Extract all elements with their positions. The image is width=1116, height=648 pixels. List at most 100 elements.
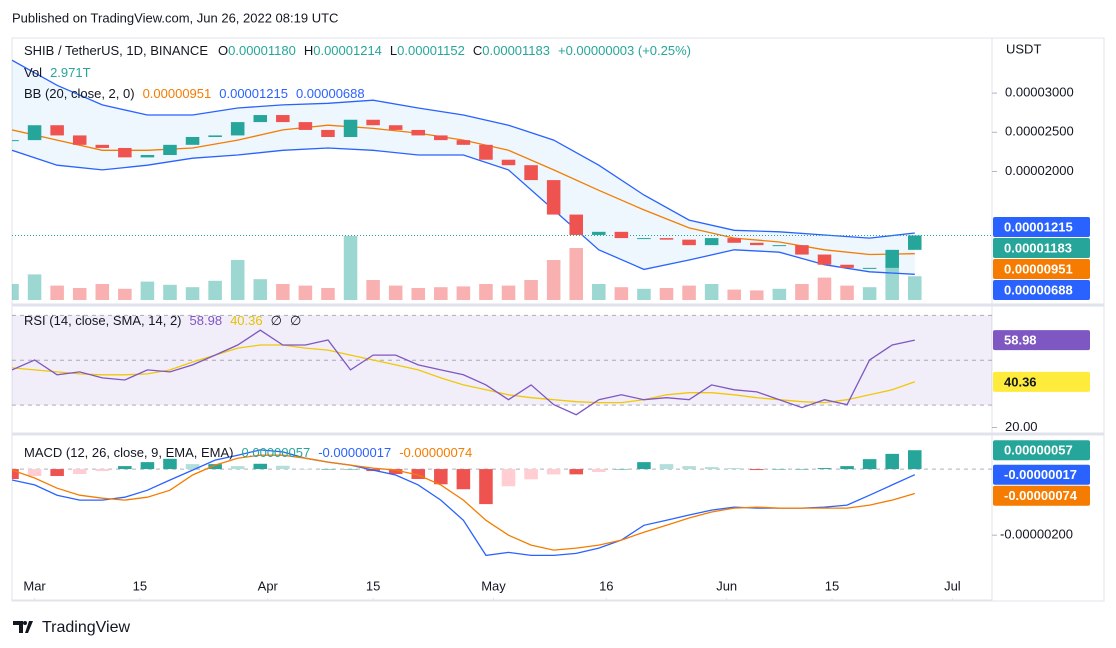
macd-histogram-bar (95, 469, 110, 472)
x-tick-label: 15 (825, 578, 839, 593)
candle (366, 119, 380, 126)
candle (546, 180, 561, 215)
volume-bar (862, 287, 877, 300)
macd-histogram-bar (817, 468, 832, 470)
candle (434, 135, 448, 141)
legend-item: 0.00001183 (482, 43, 550, 58)
legend-item: 0.00000688 (296, 86, 365, 101)
macd-histogram-bar (479, 469, 493, 505)
volume-bar (501, 285, 516, 300)
price-tag-label: 0.00001183 (1004, 240, 1072, 255)
volume-bar (546, 260, 561, 300)
volume-bar (750, 290, 764, 300)
macd-histogram-bar (456, 469, 471, 490)
volume-bar (772, 288, 787, 300)
macd-line (12, 449, 916, 557)
volume-bar (163, 284, 177, 300)
legend-item: ∅ (271, 313, 282, 328)
candle (163, 144, 177, 156)
price-tag (993, 217, 1090, 237)
legend-item: 40.36 (230, 313, 263, 328)
price-tag-label: -0.00000074 (1004, 488, 1078, 503)
rsi-line (12, 329, 915, 416)
price-tag (993, 238, 1090, 258)
candle (230, 122, 245, 136)
macd-histogram-bar (795, 469, 809, 470)
candle (795, 245, 809, 255)
y-tick-label: 0.00003000 (1005, 85, 1074, 100)
volume-bar (366, 280, 380, 300)
legend-item: SHIB / TetherUS, 1D, BINANCE (24, 43, 208, 58)
brand-logo (13, 621, 33, 633)
volume-bar (321, 288, 335, 300)
volume-bar (140, 281, 155, 300)
macd-histogram-bar (862, 459, 877, 470)
macd-histogram-bar (253, 463, 268, 470)
macd-histogram-bar (185, 464, 200, 470)
candle (862, 267, 877, 269)
volume-bar (817, 277, 832, 300)
macd-histogram-bar (298, 469, 313, 470)
macd-histogram-bar (343, 469, 358, 470)
volume-bar (569, 248, 584, 300)
volume-bar (637, 288, 651, 300)
candle (208, 135, 222, 137)
price-tag (993, 330, 1090, 351)
volume-bar (118, 288, 132, 300)
macd-histogram-bar (411, 469, 426, 479)
price-tag-label: 0.00001215 (1004, 219, 1073, 234)
candle (727, 238, 741, 243)
macd-histogram-bar (72, 469, 87, 475)
candle (321, 129, 335, 137)
price-tag-label: 0.00000057 (1004, 443, 1073, 458)
x-tick-label: 15 (133, 578, 147, 593)
volume-bar (50, 285, 64, 300)
price-tag-label: 58.98 (1004, 333, 1037, 348)
bb-fill (12, 60, 915, 275)
candle (592, 231, 606, 235)
legend-item: RSI (14, close, SMA, 14, 2) (24, 313, 182, 328)
volume-bar (276, 284, 290, 300)
macd-histogram-bar (840, 466, 854, 470)
volume-bar (185, 287, 200, 300)
y-tick-label: 0.00002000 (1005, 163, 1074, 178)
legend-item: L (390, 43, 397, 58)
macd-histogram-bar (276, 465, 290, 470)
price-tag (993, 464, 1090, 485)
volume-bar (411, 288, 426, 300)
volume-bar (727, 289, 741, 300)
x-tick-label: 15 (366, 578, 380, 593)
candle (298, 122, 313, 130)
legend-item: -0.00000017 (318, 445, 391, 460)
candle (118, 147, 132, 158)
macd-histogram-bar (163, 458, 177, 470)
y-tick-label: 0.00002500 (1005, 124, 1074, 139)
volume-bar (795, 284, 809, 300)
candle (72, 135, 87, 145)
legend-item: 0.00001214 (313, 43, 382, 58)
x-tick-label: 16 (599, 578, 613, 593)
x-tick-label: Apr (258, 578, 279, 593)
brand-name: TradingView (42, 619, 130, 636)
candle (569, 214, 584, 235)
legend-item: 0.00001180 (228, 43, 296, 58)
currency: USDT (1006, 41, 1041, 56)
candle (253, 115, 268, 123)
macd-histogram-bar (208, 464, 222, 470)
legend-item: -0.00000074 (399, 445, 472, 460)
price-pane (12, 59, 992, 300)
candle (885, 249, 899, 268)
volume-bar (72, 288, 87, 300)
macd-histogram-bar (118, 466, 132, 470)
volume-bar (524, 280, 538, 300)
volume-bar (907, 276, 922, 300)
macd-histogram-bar (230, 466, 245, 470)
volume-bar (343, 236, 358, 300)
macd-histogram-bar (321, 469, 335, 470)
candle (388, 125, 403, 130)
volume-bar (434, 287, 448, 300)
candle (501, 159, 516, 166)
